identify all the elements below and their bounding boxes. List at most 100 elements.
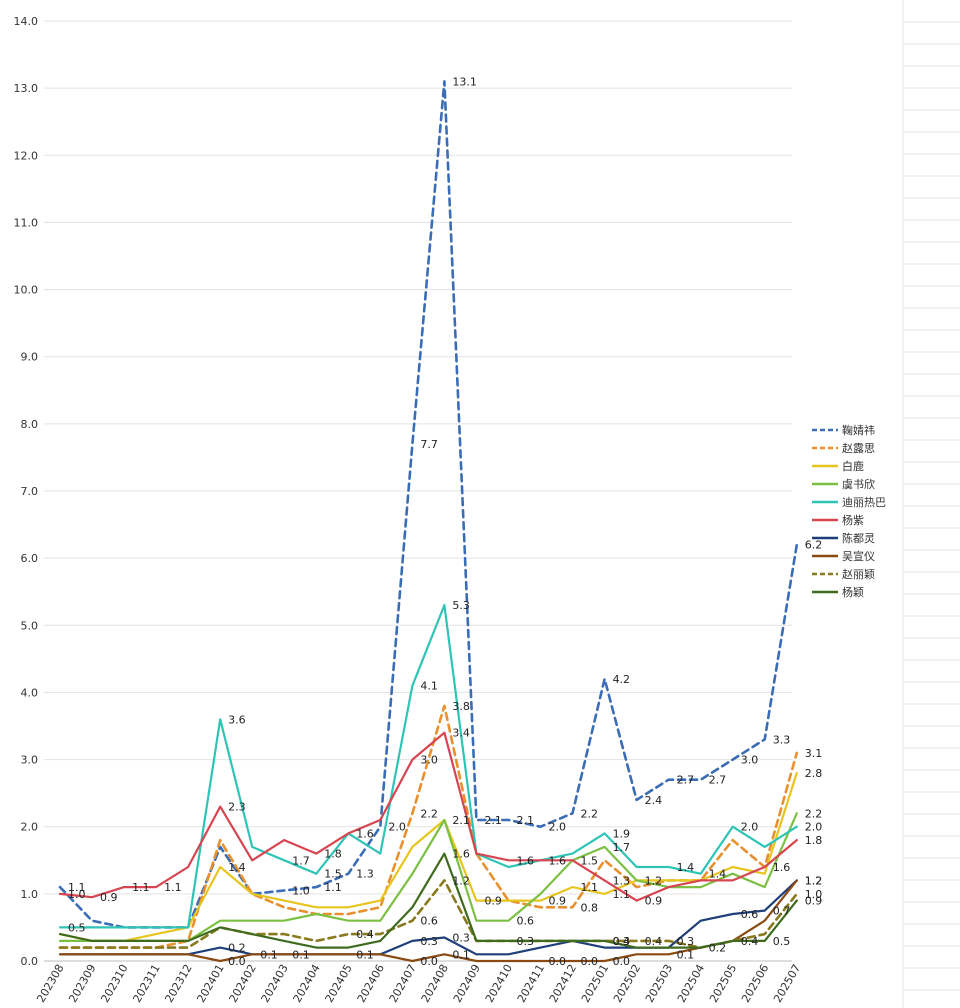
data-label: 0.1: [452, 948, 470, 961]
data-label: 0.0: [581, 955, 599, 968]
data-label: 3.8: [452, 700, 470, 713]
data-label: 1.3: [613, 874, 631, 887]
data-label: 4.1: [420, 680, 438, 693]
x-tick-label: 202502: [611, 962, 643, 1005]
data-label: 1.6: [452, 848, 470, 861]
y-tick-label: 12.0: [14, 149, 39, 162]
legend-label: 白鹿: [842, 459, 864, 473]
data-labels: 1.1 1.0 1.11.32.07.713.12.1 2.12.02.24.22.4…: [68, 75, 822, 968]
data-label: 1.3: [356, 868, 374, 881]
data-label: 2.0: [388, 821, 406, 834]
data-label: 3.6: [228, 713, 246, 726]
x-tick-label: 202403: [259, 962, 291, 1005]
x-tick-label: 202406: [355, 962, 387, 1005]
data-label: 0.3: [452, 932, 470, 945]
data-label: 3.1: [805, 747, 823, 760]
data-label: 1.0: [805, 888, 823, 901]
x-tick-label: 202405: [323, 962, 355, 1005]
data-label: 1.4: [709, 868, 727, 881]
data-label: 2.1: [452, 814, 470, 827]
y-tick-label: 10.0: [14, 284, 39, 297]
data-label: 3.0: [741, 754, 759, 767]
series-lines: [58, 80, 799, 963]
y-tick-label: 1.0: [21, 888, 39, 901]
series-line-9: [58, 852, 798, 949]
data-label: 5.3: [452, 599, 470, 612]
x-tick-label: 202504: [675, 962, 707, 1005]
data-label: 0.6: [516, 915, 534, 928]
data-label: 2.2: [805, 807, 823, 820]
y-tick-label: 9.0: [21, 351, 39, 364]
data-label: 1.2: [805, 874, 823, 887]
data-label: 0.5: [773, 935, 791, 948]
data-label: 1.9: [613, 827, 631, 840]
data-label: 1.1: [132, 881, 150, 894]
data-label: 2.3: [228, 801, 246, 814]
x-tick-label: 202309: [66, 962, 98, 1005]
data-label: 7.7: [420, 438, 438, 451]
data-label: 2.1: [516, 814, 534, 827]
x-tick-label: 202412: [547, 962, 579, 1005]
data-label: 1.4: [677, 861, 695, 874]
x-tick-label: 202308: [34, 962, 66, 1005]
y-axis-ticks: 0.0 1.0 2.0 3.0 4.0 5.0 6.0 7.0 8.0 9.0 10.0 11.0 12…: [14, 15, 39, 968]
series-line-2: [58, 771, 798, 943]
data-label: 0.3: [613, 935, 631, 948]
legend-label: 陈都灵: [842, 531, 875, 545]
x-tick-label: 202501: [579, 962, 611, 1005]
x-tick-label: 202409: [451, 962, 483, 1005]
side-panel-grid: [902, 0, 960, 1008]
legend-label: 鞠婧祎: [842, 423, 875, 437]
y-tick-label: 4.0: [21, 686, 39, 699]
data-label: 1.1: [324, 881, 342, 894]
data-label: 1.5: [324, 868, 342, 881]
data-label: 2.2: [420, 807, 438, 820]
x-tick-label: 202312: [162, 962, 194, 1005]
x-tick-label: 202506: [739, 962, 771, 1005]
data-label: 1.6: [549, 854, 567, 867]
data-label: 6.2: [805, 539, 823, 552]
data-label: 0.9: [549, 895, 567, 908]
data-label: 0.1: [356, 948, 374, 961]
data-label: 1.1: [613, 888, 631, 901]
x-tick-label: 202505: [707, 962, 739, 1005]
data-label: 2.0: [805, 821, 823, 834]
data-label: 2.7: [677, 774, 695, 787]
data-label: 0.4: [741, 935, 759, 948]
x-tick-label: 202401: [195, 962, 227, 1005]
data-label: 0.2: [709, 942, 727, 955]
data-label: 0.0: [613, 955, 631, 968]
data-label: 0.0: [420, 955, 438, 968]
data-label: 2.1: [484, 814, 502, 827]
x-tick-label: 202404: [291, 962, 323, 1005]
data-label: 1.1: [164, 881, 182, 894]
data-label: 2.0: [549, 821, 567, 834]
data-label: 1.6: [356, 827, 374, 840]
y-tick-label: 2.0: [21, 821, 39, 834]
data-label: 3.4: [452, 727, 470, 740]
data-label: 0.0: [549, 955, 567, 968]
data-label: 0.4: [356, 928, 374, 941]
data-label: 3.3: [773, 733, 791, 746]
x-tick-label: 202507: [771, 962, 803, 1005]
series-line-7: [58, 879, 798, 963]
series-line-5: [58, 731, 798, 902]
data-label: 0.0: [228, 955, 246, 968]
data-label: 1.7: [613, 841, 631, 854]
x-tick-label: 202411: [515, 962, 547, 1005]
legend-label: 迪丽热巴: [842, 496, 886, 509]
data-label: 0.9: [805, 895, 823, 908]
data-label: 0.4: [613, 935, 631, 948]
x-axis-ticks: 202308 202309 202310 202311 202312 202401 2024…: [34, 962, 803, 1005]
data-label: 1.8: [324, 848, 342, 861]
data-label: 1.2: [645, 874, 663, 887]
y-tick-label: 7.0: [21, 485, 39, 498]
legend-label: 杨颖: [842, 585, 864, 599]
data-label: 0.5: [68, 921, 86, 934]
grid-lines: [44, 20, 792, 962]
y-tick-label: 8.0: [21, 418, 39, 431]
data-label: 0.1: [260, 948, 278, 961]
data-label: 2.8: [805, 767, 823, 780]
data-label: 0.1: [677, 948, 695, 961]
